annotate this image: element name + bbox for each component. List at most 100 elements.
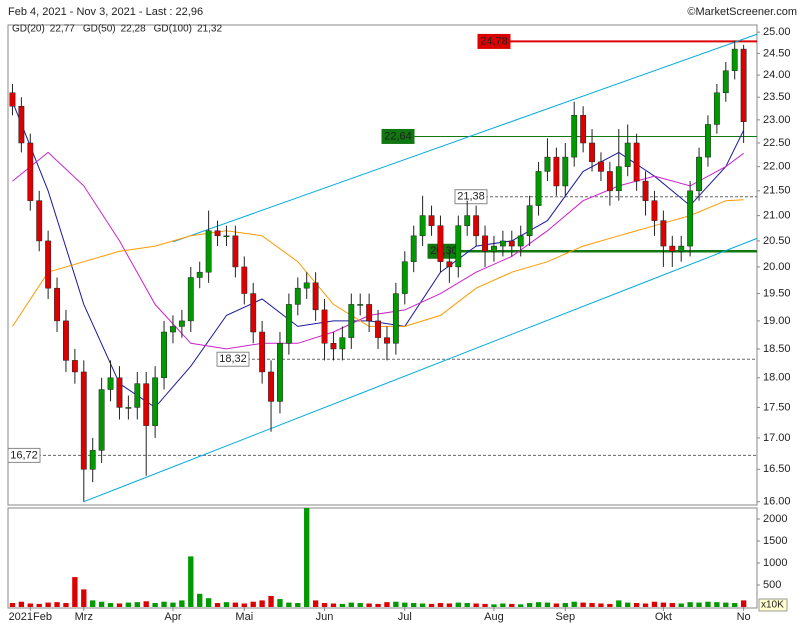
x-tick-label: Okt (655, 611, 672, 623)
volume-bar (143, 601, 149, 607)
volume-bar (188, 556, 194, 607)
candle-body (321, 309, 328, 344)
candle-body (437, 225, 444, 262)
volume-bar (27, 603, 33, 607)
volume-bar (553, 603, 560, 607)
candle-body (339, 337, 346, 350)
volume-bar (107, 603, 114, 607)
candle-body (428, 215, 435, 226)
candle-body (366, 304, 373, 322)
candle-body (303, 282, 310, 289)
candle-body (562, 156, 569, 187)
candle-body (642, 180, 649, 201)
volume-bar (625, 602, 631, 607)
volume-bar (366, 603, 372, 607)
volume-bar (45, 602, 51, 607)
volume-bar (125, 602, 132, 607)
legend-value: 21,32 (197, 24, 222, 35)
legend-name: GD(20) (12, 24, 45, 35)
candle-body (482, 235, 488, 252)
level-label: 18,32 (219, 353, 247, 365)
volume-bar (205, 598, 212, 607)
candle-body (268, 371, 274, 402)
candle-body (89, 450, 96, 470)
volume-bar (321, 603, 328, 607)
volume-tick-label: 500 (763, 579, 781, 591)
x-tick-label: Mrz (75, 611, 93, 623)
volume-bar (330, 603, 337, 607)
volume-bar (304, 508, 310, 607)
volume-bar (63, 603, 69, 607)
y-tick-label: 16.00 (763, 496, 791, 508)
candle-body (187, 277, 194, 322)
volume-bar (633, 603, 640, 607)
candle-body (598, 161, 604, 172)
volume-bar (81, 589, 87, 607)
y-tick-label: 19.50 (763, 287, 791, 299)
candle-body (312, 282, 319, 311)
candle-body (696, 156, 702, 192)
candle-body (294, 287, 301, 305)
volume-bar (589, 603, 595, 607)
legend-value: 22,77 (50, 24, 75, 35)
candle-body (161, 331, 167, 379)
candle-body (517, 235, 524, 247)
candle-body (580, 115, 587, 144)
candle-body (722, 70, 729, 94)
candle-body (250, 293, 257, 333)
volume-bar (18, 601, 25, 607)
x-tick-label: Jun (316, 611, 334, 623)
volume-bar (286, 602, 292, 607)
volume-tick-label: 1500 (763, 535, 787, 547)
volume-bar (491, 604, 497, 607)
volume-bar (696, 602, 702, 607)
candle-body (410, 235, 417, 262)
legend-name: GD(100) (154, 24, 192, 35)
candle-body (223, 235, 230, 238)
x-tick-label: Mai (235, 611, 253, 623)
volume-bar (72, 577, 78, 607)
y-tick-label: 25.00 (763, 26, 791, 38)
candle-body (27, 142, 34, 201)
y-tick-label: 17.00 (763, 432, 791, 444)
candle-body (651, 200, 658, 221)
y-tick-label: 24.00 (763, 69, 791, 81)
volume-bar (678, 603, 684, 607)
level-label-box (454, 189, 488, 205)
candle-body (535, 171, 542, 206)
volume-bar (562, 603, 568, 607)
candle-body (678, 245, 685, 252)
volume-bar (259, 600, 265, 607)
volume-bar (170, 602, 176, 607)
volume-bar (723, 602, 729, 607)
candle-body (330, 343, 337, 350)
volume-unit: x10K (761, 600, 784, 611)
y-tick-label: 20.00 (763, 261, 791, 273)
volume-bar (268, 596, 274, 607)
volume-tick-label: 2000 (763, 513, 787, 525)
level-label: 16,72 (10, 449, 38, 461)
volume-bar (411, 603, 417, 607)
volume-bar (223, 602, 230, 607)
volume-bar (375, 603, 381, 607)
y-tick-label: 23.00 (763, 114, 791, 126)
volume-bar (669, 603, 675, 607)
candle-body (446, 261, 453, 268)
x-tick-label: No (737, 611, 751, 623)
candle-body (214, 230, 221, 237)
candle-body (499, 240, 506, 247)
volume-bar (419, 603, 426, 607)
y-tick-label: 16.50 (763, 463, 791, 475)
candle-body (348, 304, 355, 338)
candle-body (285, 304, 292, 344)
candle-body (54, 287, 60, 322)
level-label: 21,38 (457, 191, 485, 203)
chart-title: Feb 4, 2021 - Nov 3, 2021 - Last : 22,96 (8, 6, 203, 18)
y-tick-label: 21.50 (763, 185, 791, 197)
volume-bar (250, 601, 256, 607)
candle-body (660, 220, 667, 247)
candle-body (18, 105, 25, 144)
y-tick-label: 23.50 (763, 91, 791, 103)
volume-bar (526, 603, 533, 607)
